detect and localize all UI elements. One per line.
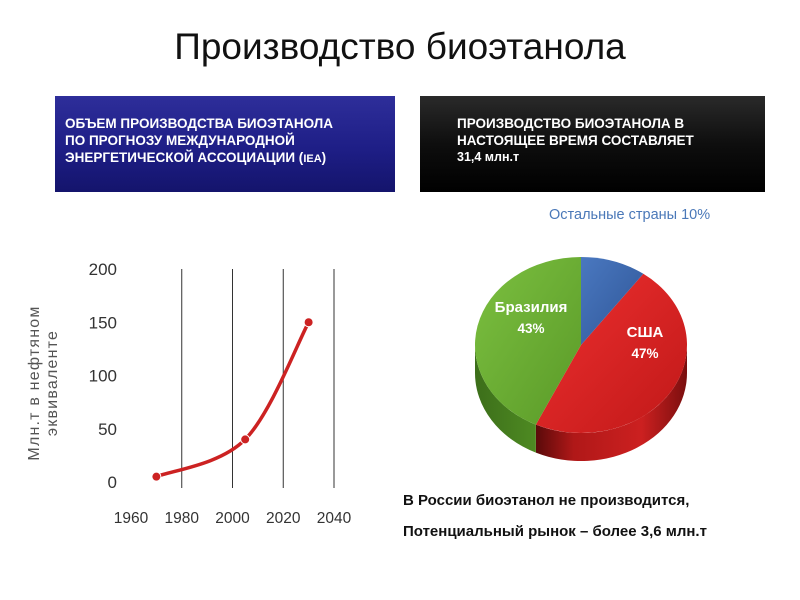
y-tick-label: 150 — [89, 313, 117, 332]
x-tick-label: 2040 — [317, 510, 352, 527]
pie-value-brazil: 43% — [517, 321, 544, 336]
pie-others-value: 10% — [681, 207, 711, 223]
y-tick-label: 100 — [89, 367, 117, 386]
iea-box-line-2: ПО ПРОГНОЗУ МЕЖДУНАРОДНОЙ — [65, 133, 295, 148]
iea-box-line-3: ЭНЕРГЕТИЧЕСКОЙ АССОЦИАЦИИ (IEA) — [65, 149, 395, 168]
current-production-box: ПРОИЗВОДСТВО БИОЭТАНОЛА В НАСТОЯЩЕЕ ВРЕМ… — [420, 96, 765, 192]
market-note: Потенциальный рынок – более 3,6 млн.т — [403, 523, 707, 540]
iea-box-line-1: ОБЪЕМ ПРОИЗВОДСТВА БИОЭТАНОЛА — [65, 116, 334, 131]
pie-value-usa: 47% — [631, 346, 658, 361]
data-point — [151, 471, 162, 482]
slide-title: Производство биоэтанола — [174, 26, 626, 67]
x-tick-label: 1960 — [114, 510, 149, 527]
pie-label-usa: США — [627, 324, 664, 341]
pie-side-usa — [535, 345, 687, 462]
pie-slice-brazil — [475, 257, 581, 425]
pie-slice-usa — [535, 273, 687, 433]
current-box-line-1: ПРОИЗВОДСТВО БИОЭТАНОЛА В — [457, 116, 685, 131]
pie-others-annotation: Остальные страны 10% — [549, 207, 710, 223]
x-tick-label: 1980 — [165, 510, 200, 527]
iea-forecast-box: ОБЪЕМ ПРОИЗВОДСТВА БИОЭТАНОЛА ПО ПРОГНОЗ… — [55, 96, 395, 192]
y-tick-label: 50 — [98, 420, 117, 439]
pie-label-brazil: Бразилия — [495, 299, 568, 316]
pie-slice-others — [581, 257, 644, 345]
current-box-line-2: НАСТОЯЩЕЕ ВРЕМЯ СОСТАВЛЯЕТ — [457, 133, 694, 148]
iea-box-line-3-text: ЭНЕРГЕТИЧЕСКОЙ АССОЦИАЦИИ ( — [65, 150, 304, 165]
x-tick-label: 2000 — [215, 510, 250, 527]
data-point — [303, 317, 314, 328]
y-tick-label: 200 — [89, 260, 117, 279]
data-point — [240, 434, 251, 445]
current-box-line-3: 31,4 млн.т — [457, 150, 520, 164]
russia-note: В России биоэтанол не производится, — [403, 492, 690, 509]
iea-box-line-3-end: ) — [321, 150, 327, 165]
y-tick-label: 0 — [108, 473, 117, 492]
pie-side-brazil — [475, 345, 536, 453]
iea-abbr: IEA — [303, 153, 322, 165]
pie-others-label: Остальные страны — [549, 207, 682, 223]
x-tick-label: 2020 — [266, 510, 301, 527]
